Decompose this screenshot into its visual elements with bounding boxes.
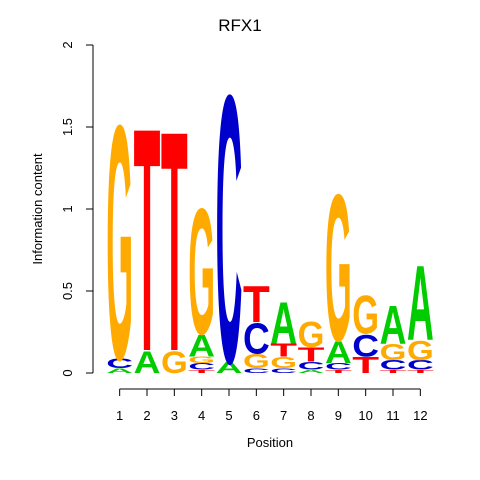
- logo-letter-c: C: [352, 329, 379, 364]
- logo-letter-c: C: [243, 367, 270, 375]
- logo-letter-a: A: [325, 336, 352, 371]
- logo-letter-g: G: [325, 150, 352, 384]
- x-tick-label: 5: [225, 408, 232, 423]
- y-tick-label: 1.5: [60, 118, 75, 136]
- logo-letter-c: C: [298, 359, 325, 372]
- x-tick-label: 1: [116, 408, 123, 423]
- logo-letter-g: G: [298, 314, 325, 355]
- logo-letter-a: A: [270, 291, 297, 357]
- x-tick-label: 9: [335, 408, 342, 423]
- y-tick-label: 0.5: [60, 282, 75, 300]
- logo-letter-a: A: [216, 359, 243, 377]
- x-tick-label: 8: [307, 408, 314, 423]
- y-tick-label: 1: [60, 205, 75, 212]
- logo-letter-t: T: [325, 369, 352, 374]
- logo-letter-t: T: [352, 353, 379, 378]
- logo-letter-t: T: [161, 66, 188, 418]
- logo-letter-t: T: [407, 369, 434, 374]
- x-tick-label: 3: [171, 408, 178, 423]
- logo-letter-g: G: [188, 355, 215, 365]
- logo-letter-g: G: [188, 173, 215, 373]
- x-tick-label: 12: [413, 408, 427, 423]
- logo-letter-t: T: [298, 344, 325, 367]
- y-axis: 0 0.5 1 1.5 2: [60, 41, 94, 377]
- x-axis: 1 2 3 4 5 6 7 8 9 10 11 12: [116, 388, 428, 423]
- x-tick-label: 6: [253, 408, 260, 423]
- chart-title: RFX1: [218, 16, 261, 35]
- logo-letter-a: A: [298, 369, 325, 374]
- logo-letter-g: G: [407, 335, 434, 366]
- logo-letter-g: G: [352, 285, 379, 346]
- logo-letter-t: T: [270, 341, 297, 361]
- logo-letter-c: C: [407, 357, 434, 372]
- logo-letter-a: A: [407, 243, 434, 363]
- logo-letter-c: C: [106, 356, 133, 371]
- logo-letter-t: T: [380, 369, 407, 374]
- logo-letter-c: C: [188, 362, 215, 372]
- logo-letter-g: G: [106, 57, 133, 430]
- y-tick-label: 0: [60, 369, 75, 376]
- logo-letter-c: C: [270, 367, 297, 375]
- x-axis-label: Position: [247, 435, 293, 450]
- logo-letter-c: C: [325, 362, 352, 372]
- logo-letter-g: G: [380, 340, 407, 365]
- logo-letter-a: A: [188, 329, 215, 364]
- logo-letter-g: G: [161, 345, 188, 381]
- logo-letter-a: A: [106, 367, 133, 375]
- logo-letter-a: A: [380, 294, 407, 355]
- logo-letter-g: G: [270, 354, 297, 372]
- logo-letter-t: T: [243, 276, 270, 335]
- x-tick-label: 7: [280, 408, 287, 423]
- logo-letter-c: C: [380, 357, 407, 372]
- x-tick-label: 4: [198, 408, 205, 423]
- logo-letter-t: T: [188, 369, 215, 374]
- logo-letter-t: T: [134, 63, 161, 419]
- x-tick-label: 10: [358, 408, 372, 423]
- y-axis-label: Information content: [30, 153, 45, 265]
- x-tick-label: 2: [143, 408, 150, 423]
- logo-letter-c: C: [243, 315, 270, 363]
- x-tick-label: 11: [386, 408, 400, 423]
- logo-letter-a: A: [134, 345, 161, 380]
- y-tick-label: 2: [60, 41, 75, 48]
- logo-letter-g: G: [243, 350, 270, 373]
- logo-letter-c: C: [216, 15, 243, 443]
